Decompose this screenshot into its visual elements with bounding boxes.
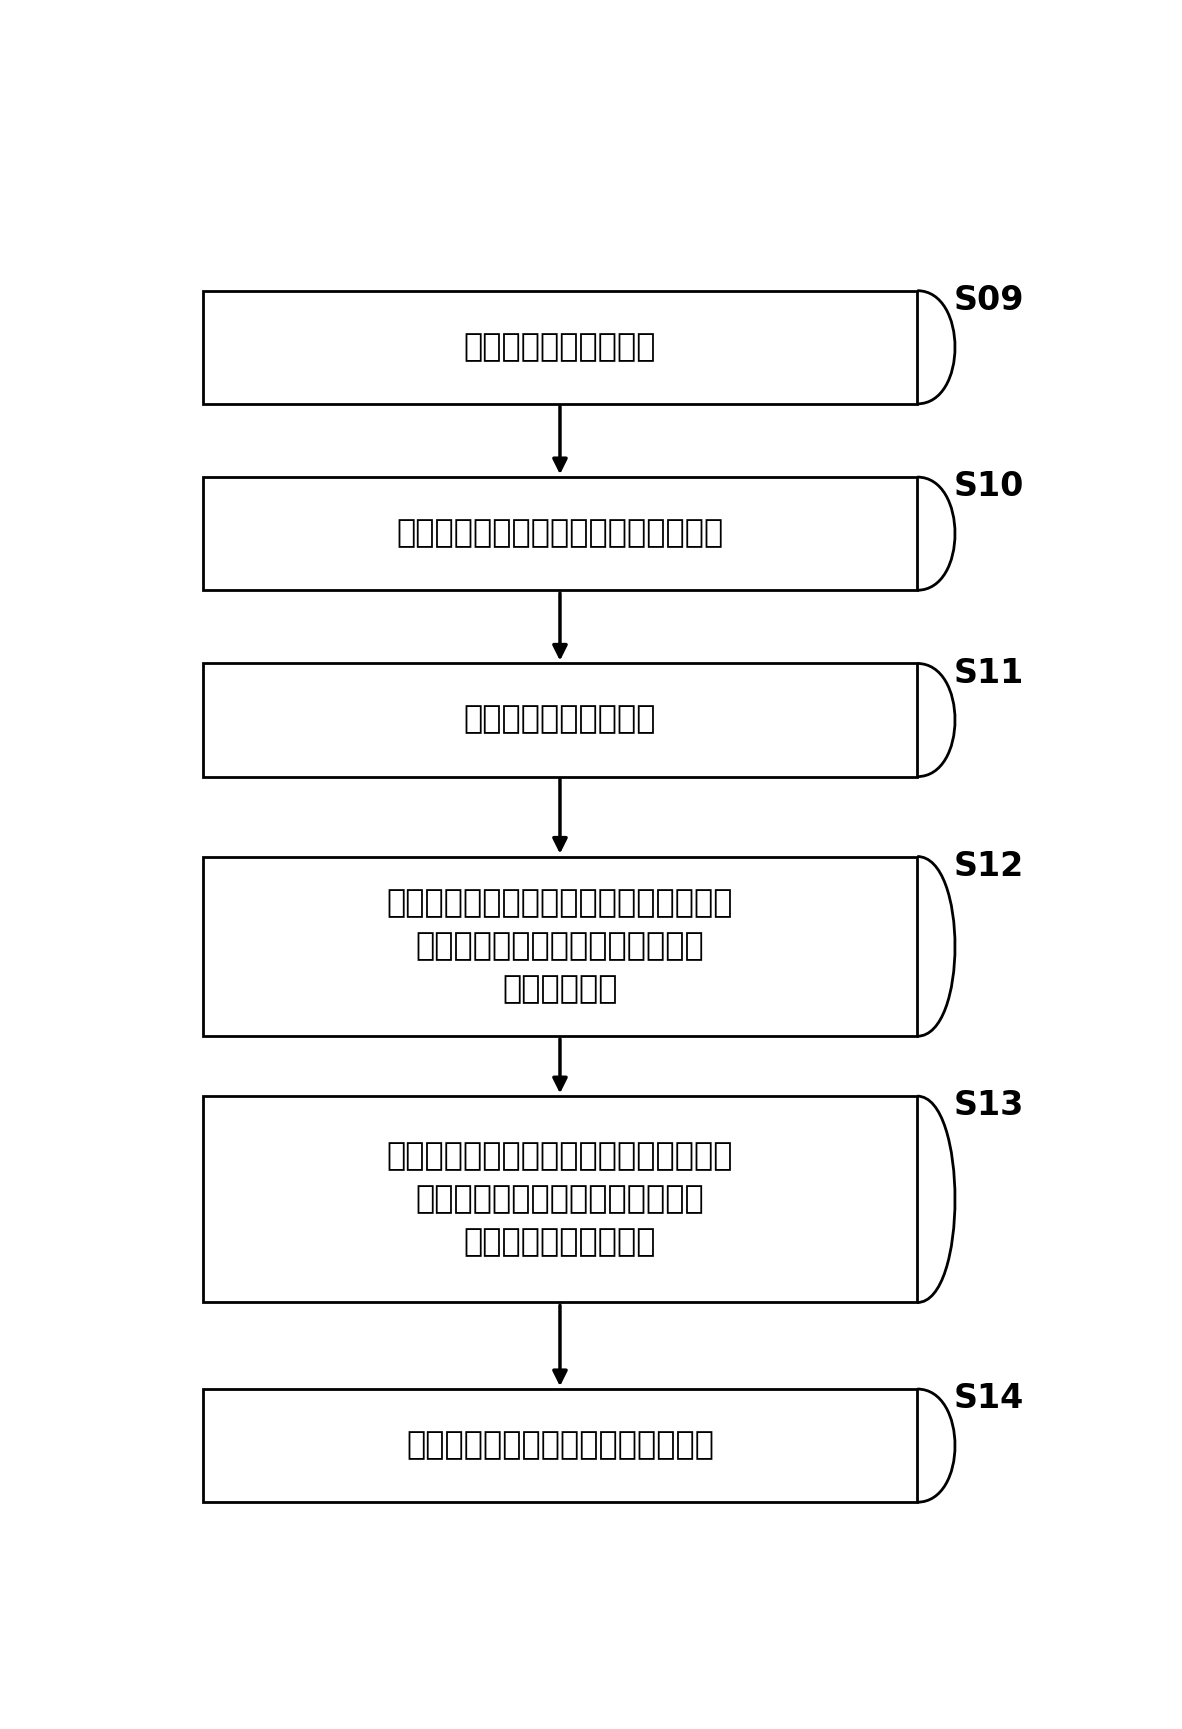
Bar bbox=[203, 1096, 917, 1302]
Bar bbox=[203, 290, 917, 405]
Bar bbox=[203, 664, 917, 776]
Text: 将车辆与用户建立关联: 将车辆与用户建立关联 bbox=[463, 332, 656, 363]
Text: 根据目标亮度参数值，调节车内光源: 根据目标亮度参数值，调节车内光源 bbox=[405, 1430, 714, 1461]
Text: S13: S13 bbox=[954, 1089, 1025, 1122]
Bar bbox=[203, 477, 917, 590]
Text: 将第一亮度参数和第二亮度参数输入亮度
训练模型进行训练，输出调节车内
光源的目标亮度参数值: 将第一亮度参数和第二亮度参数输入亮度 训练模型进行训练，输出调节车内 光源的目标… bbox=[387, 1141, 733, 1257]
Text: S14: S14 bbox=[954, 1383, 1024, 1416]
Text: S12: S12 bbox=[954, 851, 1024, 884]
Text: S10: S10 bbox=[954, 470, 1025, 503]
Bar bbox=[203, 1388, 917, 1503]
Text: 预先设定亮度训练模型: 预先设定亮度训练模型 bbox=[463, 704, 656, 735]
Text: S11: S11 bbox=[954, 657, 1024, 690]
Bar bbox=[203, 856, 917, 1036]
Text: 获取用户允许调节车内光源的授权指令: 获取用户允许调节车内光源的授权指令 bbox=[396, 519, 723, 550]
Text: 分别采集每个亮度传感器所在区域的第一
亮度参数以及用户调整车内光源的
第二亮度参数: 分别采集每个亮度传感器所在区域的第一 亮度参数以及用户调整车内光源的 第二亮度参… bbox=[387, 889, 733, 1005]
Text: S09: S09 bbox=[954, 284, 1025, 316]
